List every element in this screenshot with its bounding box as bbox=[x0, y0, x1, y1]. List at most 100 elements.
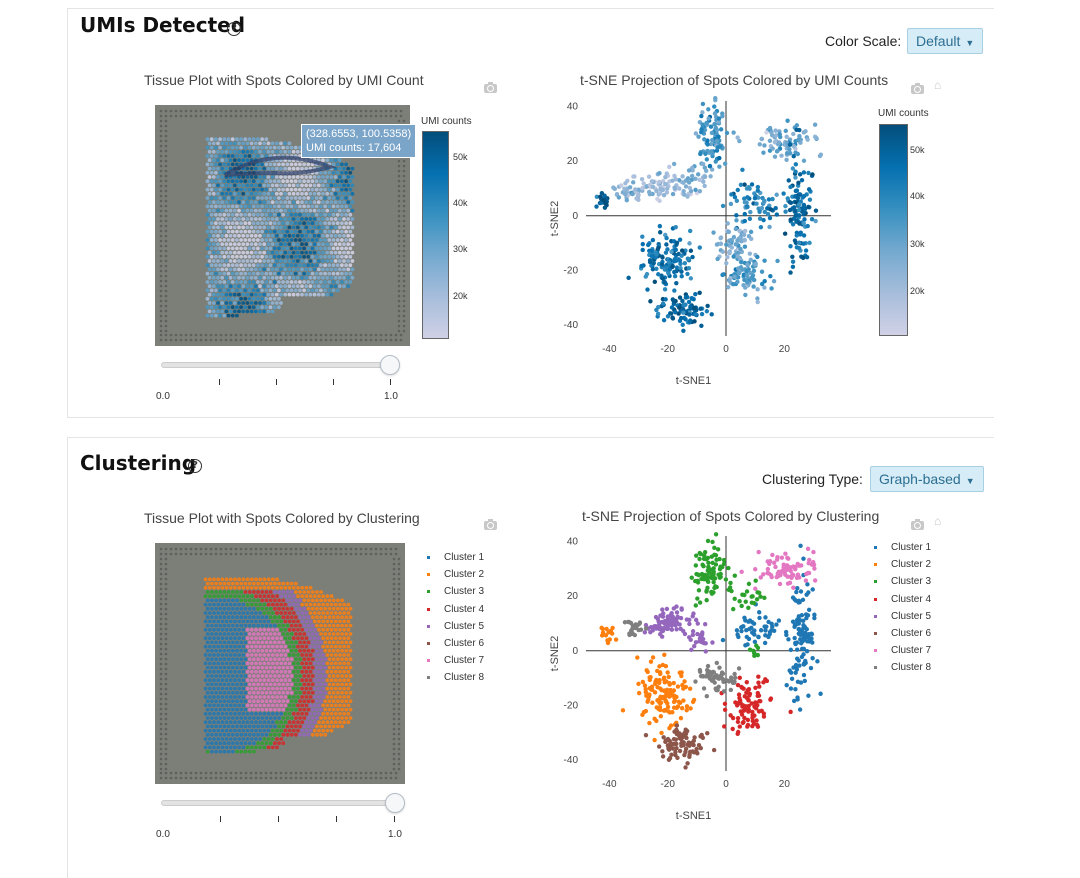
tissue-spot bbox=[263, 586, 267, 590]
tissue-spot bbox=[332, 666, 336, 670]
fiducial-spot bbox=[290, 772, 293, 775]
tissue-spot bbox=[239, 238, 243, 242]
tissue-spot bbox=[277, 725, 281, 729]
tissue-spot bbox=[227, 305, 231, 309]
legend-item[interactable]: Cluster 6 bbox=[427, 635, 484, 652]
tissue-spot bbox=[214, 590, 218, 594]
tsne-point bbox=[672, 270, 676, 274]
tissue-spot bbox=[315, 725, 319, 729]
tissue-spot bbox=[206, 272, 210, 276]
tissue-spot bbox=[323, 179, 327, 183]
tissue-spot bbox=[317, 670, 321, 674]
tissue-spot bbox=[269, 657, 273, 661]
tissue-spot bbox=[336, 213, 340, 217]
fiducial-spot bbox=[398, 648, 401, 651]
tissue-spot bbox=[241, 142, 245, 146]
tissue-spot bbox=[231, 657, 235, 661]
tsne-point bbox=[663, 280, 667, 284]
home-icon[interactable]: ⌂ bbox=[934, 516, 946, 526]
tissue-spot bbox=[344, 238, 348, 242]
tsne-point bbox=[667, 694, 671, 698]
tissue-spot bbox=[277, 582, 281, 586]
fiducial-spot bbox=[398, 683, 401, 686]
tissue-spot bbox=[264, 272, 268, 276]
legend-item[interactable]: Cluster 1 bbox=[427, 549, 484, 566]
tissue-spot bbox=[342, 167, 346, 171]
camera-icon[interactable] bbox=[911, 521, 924, 530]
umi-help-icon[interactable]: ? bbox=[227, 22, 241, 36]
tissue-spot bbox=[231, 599, 235, 603]
tissue-spot bbox=[221, 687, 225, 691]
tissue-spot bbox=[218, 163, 222, 167]
tissue-spot bbox=[218, 289, 222, 293]
tissue-spot bbox=[328, 691, 332, 695]
clustering-type-dropdown[interactable]: Graph-based▼ bbox=[870, 466, 984, 492]
tissue-spot bbox=[212, 167, 216, 171]
umi-opacity-slider-track[interactable] bbox=[161, 362, 393, 368]
tissue-spot bbox=[264, 238, 268, 242]
camera-icon[interactable] bbox=[484, 84, 497, 93]
tissue-spot bbox=[262, 226, 266, 230]
tissue-spot bbox=[298, 272, 302, 276]
tsne-point bbox=[758, 216, 762, 220]
fiducial-spot bbox=[230, 553, 233, 556]
legend-item[interactable]: Cluster 8 bbox=[427, 669, 484, 686]
tissue-spot bbox=[244, 582, 248, 586]
fiducial-spot bbox=[403, 175, 406, 178]
tissue-spot bbox=[313, 720, 317, 724]
fiducial-spot bbox=[205, 772, 208, 775]
tissue-spot bbox=[347, 603, 351, 607]
tissue-spot bbox=[275, 628, 279, 632]
legend-item[interactable]: Cluster 5 bbox=[427, 618, 484, 635]
tissue-spot bbox=[302, 657, 306, 661]
camera-icon[interactable] bbox=[484, 521, 497, 530]
tissue-spot bbox=[326, 662, 330, 666]
tissue-spot bbox=[294, 699, 298, 703]
tsne-point bbox=[749, 701, 753, 705]
umi-opacity-slider-handle[interactable] bbox=[380, 355, 400, 375]
cluster-tissue-image[interactable] bbox=[155, 543, 405, 784]
tsne-point bbox=[690, 255, 694, 259]
tissue-spot bbox=[336, 289, 340, 293]
tsne-point bbox=[702, 184, 706, 188]
color-scale-dropdown[interactable]: Default▼ bbox=[907, 28, 983, 54]
camera-icon[interactable] bbox=[911, 85, 924, 94]
home-icon[interactable]: ⌂ bbox=[934, 80, 946, 90]
cluster-opacity-slider-handle[interactable] bbox=[385, 793, 405, 813]
tsne-point bbox=[756, 680, 760, 684]
tissue-spot bbox=[227, 146, 231, 150]
legend-item[interactable]: Cluster 3 bbox=[427, 583, 484, 600]
tissue-spot bbox=[208, 636, 212, 640]
fiducial-spot bbox=[195, 548, 198, 551]
fiducial-spot bbox=[330, 339, 333, 342]
tissue-spot bbox=[328, 657, 332, 661]
tissue-spot bbox=[336, 708, 340, 712]
tissue-spot bbox=[264, 179, 268, 183]
tissue-spot bbox=[204, 586, 208, 590]
tissue-spot bbox=[214, 280, 218, 284]
tsne-point bbox=[605, 638, 609, 642]
tissue-spot bbox=[263, 712, 267, 716]
tissue-spot bbox=[330, 234, 334, 238]
tissue-spot bbox=[323, 716, 327, 720]
legend-label: Cluster 1 bbox=[444, 552, 484, 563]
tissue-spot bbox=[273, 238, 277, 242]
cluster-opacity-slider-track[interactable] bbox=[161, 800, 398, 806]
tissue-spot bbox=[263, 729, 267, 733]
legend-item[interactable]: Cluster 7 bbox=[427, 652, 484, 669]
fiducial-spot bbox=[365, 777, 368, 780]
tissue-spot bbox=[344, 674, 348, 678]
clustering-help-icon[interactable]: ? bbox=[188, 459, 202, 473]
tsne-point bbox=[728, 713, 732, 717]
tissue-spot bbox=[294, 733, 298, 737]
tissue-spot bbox=[256, 230, 260, 234]
legend-item[interactable]: Cluster 4 bbox=[427, 601, 484, 618]
fiducial-spot bbox=[265, 548, 268, 551]
umi-tsne-colorbar-tick: 30k bbox=[910, 239, 925, 249]
tissue-spot bbox=[283, 184, 287, 188]
tissue-spot bbox=[309, 226, 313, 230]
legend-item[interactable]: Cluster 2 bbox=[427, 566, 484, 583]
tsne-point bbox=[736, 720, 740, 724]
